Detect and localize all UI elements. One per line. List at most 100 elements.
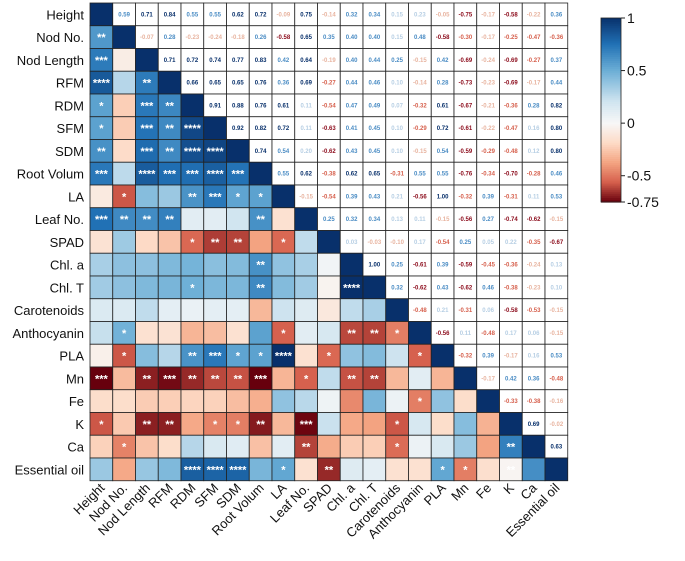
colorbar-segment — [601, 87, 621, 91]
colorbar-frame — [600, 17, 622, 203]
significance-mark: ** — [256, 419, 265, 431]
significance-mark: **** — [275, 351, 293, 363]
correlation-value: -0.23 — [481, 81, 495, 87]
correlation-value: 0.72 — [187, 58, 199, 64]
correlation-value: 0.34 — [369, 12, 381, 18]
correlation-value: 0.40 — [369, 35, 381, 41]
correlation-value: 0.32 — [346, 12, 358, 18]
significance-mark: **** — [138, 169, 156, 181]
heatmap-cell-lower — [112, 70, 136, 95]
correlation-value: -0.02 — [550, 422, 564, 428]
significance-mark: * — [236, 191, 241, 203]
heatmap-cell-lower — [112, 412, 136, 436]
colorbar-segment — [601, 83, 621, 87]
significance-mark: ** — [143, 419, 152, 431]
significance-mark: * — [190, 282, 195, 294]
colorbar-segment — [601, 116, 621, 119]
colorbar-segment — [601, 85, 621, 89]
significance-mark: ** — [120, 214, 129, 226]
correlation-value: 0.48 — [414, 35, 426, 41]
significance-mark: * — [190, 237, 195, 249]
heatmap-cell-lower — [226, 252, 250, 277]
correlation-value: -0.75 — [459, 12, 473, 18]
heatmap-cell-lower — [112, 366, 136, 391]
heatmap-cell-lower — [226, 207, 250, 231]
heatmap-cell-lower — [203, 207, 227, 231]
colorbar-segment — [601, 193, 621, 197]
heatmap-cell-lower — [112, 275, 136, 300]
correlation-value: 0.28 — [164, 35, 176, 41]
correlation-value: 0.20 — [300, 149, 312, 155]
heatmap-cell-lower — [203, 321, 227, 345]
significance-mark: **** — [343, 282, 361, 294]
colorbar-segment — [601, 18, 621, 21]
row-label: Ca — [67, 440, 84, 455]
heatmap-cell-diagonal — [271, 184, 296, 209]
correlation-value: 0.62 — [232, 12, 244, 18]
correlation-value: 0.11 — [528, 194, 540, 200]
correlation-value: -0.18 — [231, 35, 245, 41]
correlation-value: 0.76 — [255, 103, 267, 109]
colorbar-segment — [601, 81, 621, 85]
correlation-value: 0.10 — [391, 149, 403, 155]
heatmap-cell-lower — [362, 389, 387, 413]
heatmap-cell-diagonal — [408, 321, 432, 345]
correlation-value: 0.36 — [278, 81, 290, 87]
correlation-value: 0.82 — [255, 126, 267, 132]
significance-mark: *** — [163, 373, 177, 385]
heatmap-cell-lower — [203, 389, 227, 413]
heatmap-cell-lower — [89, 298, 114, 322]
significance-mark: * — [258, 191, 263, 203]
heatmap-cell-diagonal — [135, 48, 159, 72]
colorbar-segment — [601, 130, 621, 134]
significance-mark: *** — [140, 123, 154, 135]
correlation-value: -0.69 — [504, 58, 518, 64]
correlation-value: 0.10 — [391, 126, 403, 132]
correlation-value: 0.16 — [528, 354, 540, 360]
correlation-value: 0.61 — [278, 103, 290, 109]
correlation-value: 0.71 — [141, 12, 153, 18]
correlation-value: -0.54 — [322, 194, 336, 200]
correlation-value: -0.38 — [504, 285, 518, 291]
correlation-value: -0.17 — [481, 12, 495, 18]
correlation-value: 0.77 — [232, 58, 244, 64]
significance-mark: *** — [95, 373, 109, 385]
heatmap-cell-lower — [135, 298, 159, 322]
colorbar-segment — [601, 169, 621, 172]
column-label: K — [500, 480, 517, 497]
correlation-value: -0.62 — [459, 285, 473, 291]
heatmap-cell-lower — [180, 298, 205, 322]
significance-mark: * — [395, 419, 400, 431]
heatmap-cell-lower — [112, 389, 136, 413]
row-label: RFM — [56, 76, 84, 91]
correlation-value: 0.59 — [118, 12, 130, 18]
heatmap-cell-lower — [89, 321, 114, 345]
heatmap-cell-lower — [135, 389, 159, 413]
correlation-value: -0.54 — [436, 240, 450, 246]
correlation-value: -0.17 — [481, 35, 495, 41]
heatmap-cell-lower — [339, 434, 364, 459]
correlation-value: 0.39 — [346, 194, 358, 200]
correlation-value: -0.34 — [481, 172, 495, 178]
correlation-value: 0.41 — [346, 126, 358, 132]
colorbar-segment — [601, 67, 621, 70]
correlation-value: 0.27 — [482, 217, 494, 223]
correlation-value: -0.31 — [459, 308, 473, 314]
colorbar-segment — [601, 165, 621, 168]
significance-mark: *** — [95, 214, 109, 226]
heatmap-cell-lower — [135, 184, 159, 209]
heatmap-cell-diagonal — [157, 70, 182, 95]
correlation-value: -0.63 — [322, 126, 336, 132]
correlation-value: -0.17 — [527, 81, 541, 87]
heatmap-cell-lower — [112, 139, 136, 163]
correlation-value: 0.28 — [528, 103, 540, 109]
significance-mark: ** — [507, 442, 516, 454]
heatmap-cell-lower — [408, 434, 432, 459]
heatmap-cell-lower — [339, 389, 364, 413]
correlation-value: 0.55 — [414, 172, 426, 178]
correlation-value: -0.56 — [413, 194, 427, 200]
correlation-value: 0.12 — [528, 149, 540, 155]
heatmap-cell-lower — [317, 321, 341, 345]
heatmap-cell-lower — [430, 366, 455, 391]
colorbar-segment — [601, 75, 621, 78]
